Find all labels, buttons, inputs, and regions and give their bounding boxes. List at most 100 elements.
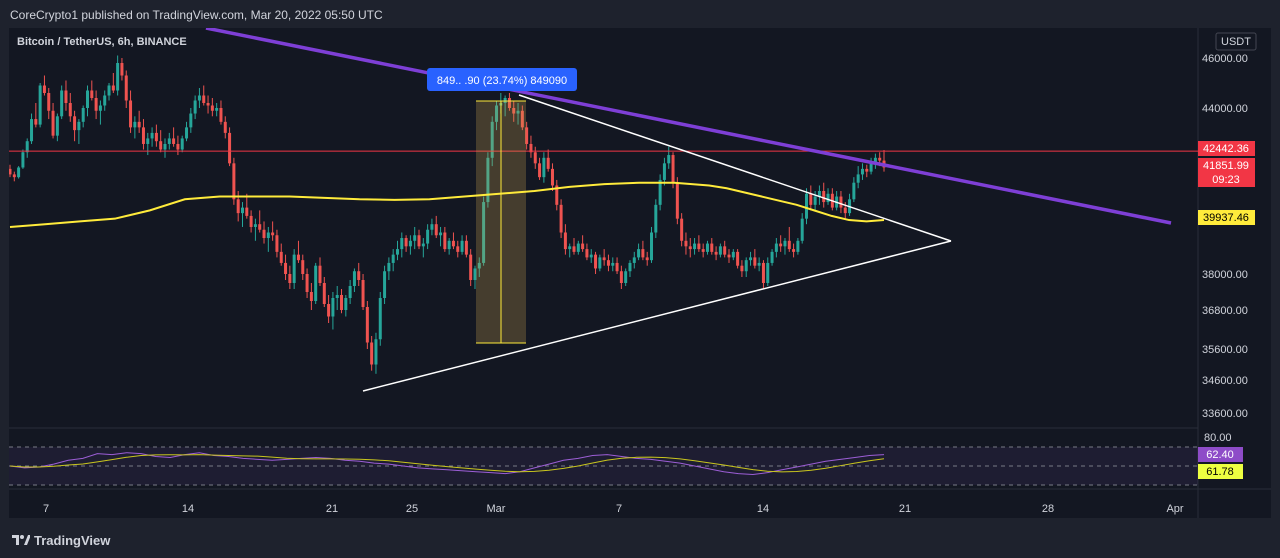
x-tick-label: 21 [326, 503, 338, 515]
candle-body [253, 224, 257, 227]
candle-body [693, 243, 697, 250]
candle-body [585, 249, 589, 258]
price-badge-bg [1198, 141, 1255, 156]
candle-body [141, 127, 145, 144]
candle-body [275, 235, 279, 252]
rsi-badge: 62.40 [1206, 449, 1234, 461]
price-badge-bg [1198, 158, 1255, 173]
candle-body [723, 246, 727, 255]
triangle-upper-line [518, 94, 952, 242]
candle-body [68, 103, 72, 117]
candle-body [559, 204, 563, 233]
candle-body [611, 262, 615, 266]
tradingview-logo-icon [12, 535, 30, 545]
candle-body [451, 240, 455, 247]
candle-body [675, 182, 679, 219]
candle-body [852, 182, 856, 200]
candle-body [133, 121, 137, 128]
candle-body [348, 286, 352, 298]
y-tick-label: 33600.00 [1202, 408, 1248, 420]
drawing-layer: 849.. .90 (23.74%) 849090 [9, 28, 1198, 392]
candle-body [296, 254, 300, 261]
candle-body [404, 238, 408, 247]
candle-body [581, 243, 585, 250]
candle-body [645, 257, 649, 261]
candle-body [395, 249, 399, 255]
candle-body [486, 157, 490, 203]
candle-body [189, 113, 193, 128]
candle-body [809, 193, 813, 205]
candle-body [766, 262, 770, 283]
candle-body [568, 246, 572, 250]
publish-info: CoreCrypto1 published on TradingView.com… [10, 8, 383, 22]
candle-body [753, 257, 757, 266]
tradingview-brand: TradingView [34, 533, 111, 548]
candle-body [163, 143, 167, 150]
candle-body [81, 108, 85, 122]
candle-body [546, 157, 550, 169]
candle-body [667, 155, 671, 164]
candle-body [301, 260, 305, 274]
candle-body [736, 251, 740, 266]
candle-body [210, 105, 214, 111]
candle-body [684, 240, 688, 247]
currency-label: USDT [1221, 36, 1251, 48]
candle-body [51, 110, 55, 136]
candle-body [357, 271, 361, 280]
x-tick-label: 14 [757, 503, 769, 515]
candle-body [779, 243, 783, 247]
candle-body [507, 98, 511, 108]
candle-body [525, 127, 529, 144]
candle-body [426, 229, 430, 244]
candle-body [64, 90, 68, 103]
candle-body [654, 204, 658, 233]
candle-body [727, 254, 731, 258]
candle-body [34, 119, 38, 125]
candle-body [744, 260, 748, 272]
candle-body [434, 224, 438, 236]
candle-body [344, 298, 348, 310]
candle-body [860, 168, 864, 175]
candle-body [107, 85, 111, 96]
candle-body [219, 108, 223, 122]
y-tick-label: 35600.00 [1202, 344, 1248, 356]
candle-body [167, 138, 171, 144]
x-tick-label: Mar [487, 503, 506, 515]
candle-body [262, 229, 266, 239]
candle-body [856, 174, 860, 183]
chart-svg[interactable]: 849.. .90 (23.74%) 849090 46000.00 44000.… [9, 28, 1271, 518]
measure-label-bg [427, 68, 577, 91]
candle-body [60, 90, 64, 117]
candle-body [555, 185, 559, 205]
candle-body [697, 243, 701, 250]
ma-line [9, 181, 885, 228]
rsi-ma-line [9, 454, 885, 473]
candle-body [215, 108, 219, 111]
candle-body [770, 251, 774, 263]
candle-body [710, 243, 714, 252]
chart-area[interactable]: 849.. .90 (23.74%) 849090 46000.00 44000.… [9, 28, 1271, 518]
candle-body [305, 274, 309, 292]
candle-body [413, 235, 417, 241]
trendline [205, 28, 1172, 225]
candle-body [662, 163, 666, 180]
candle-body [288, 274, 292, 283]
candle-body [176, 143, 180, 150]
candle-body [800, 218, 804, 241]
candle-body [619, 271, 623, 283]
badges-layer: 42442.36 41851.99 09:23 39937.46 62.40 61.78 [1198, 141, 1255, 479]
candle-body [813, 196, 817, 205]
candle-body [637, 249, 641, 258]
x-tick-label: 14 [182, 503, 194, 515]
candle-body [271, 232, 275, 236]
axes-layer: 46000.00 44000.00 38000.00 36800.00 35600.00… [43, 32, 1257, 515]
x-tick-label: 7 [43, 503, 49, 515]
candle-body [314, 265, 318, 301]
candle-body [550, 168, 554, 186]
x-tick-label: Apr [1166, 503, 1183, 515]
candle-body [378, 298, 382, 340]
candle-body [232, 163, 236, 200]
candle-body [520, 110, 524, 128]
candle-body [370, 342, 374, 365]
candle-body [327, 304, 331, 317]
